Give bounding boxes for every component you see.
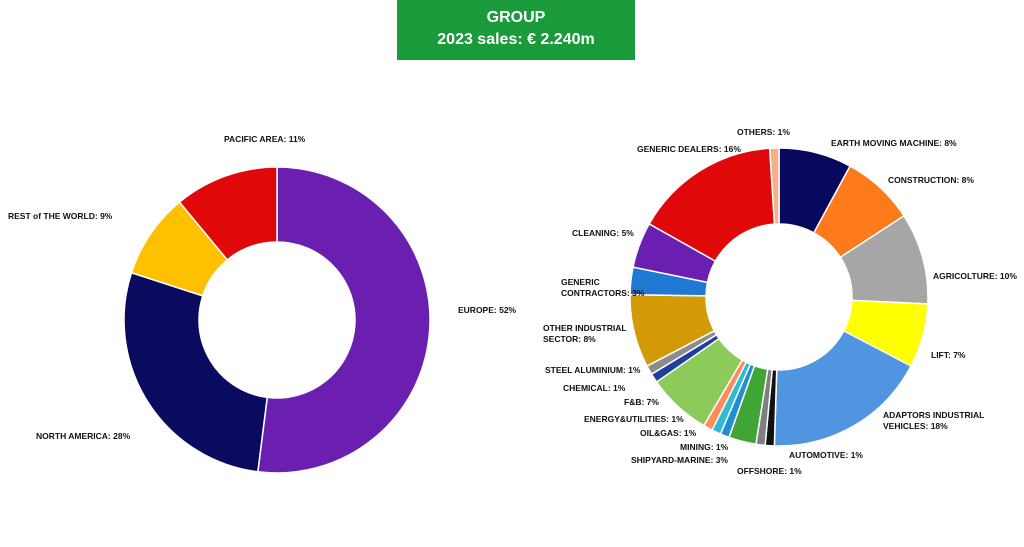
label-shipyard-marine: SHIPYARD-MARINE: 3% <box>631 455 728 465</box>
label-lift: LIFT: 7% <box>931 350 966 360</box>
title-line-2: 2023 sales: € 2.240m <box>437 31 595 48</box>
label-agricolture: AGRICOLTURE: 10% <box>933 271 1017 281</box>
slice-north-america <box>123 271 269 473</box>
label-others: OTHERS: 1% <box>737 127 790 137</box>
slice-adaptors-industrial-vehicles <box>773 329 913 447</box>
donut-chart-regions: EUROPE: 52% NORTH AMERICA: 28% REST of THE… <box>8 134 517 474</box>
slice-pacific-area <box>178 166 278 261</box>
label-generic-dealers: GENERIC DEALERS: 16% <box>637 144 741 154</box>
label-energy-utilities: ENERGY&UTILITIES: 1% <box>584 414 684 424</box>
title-banner: GROUP 2023 sales: € 2.240m <box>397 0 635 60</box>
label-adaptors-industrial-vehicles: ADAPTORS INDUSTRIAL VEHICLES: 18% <box>883 410 984 431</box>
label-other-industrial-sector: OTHER INDUSTRIAL SECTOR: 8% <box>543 323 627 344</box>
label-mining: MINING: 1% <box>680 442 729 452</box>
label-north-america: NORTH AMERICA: 28% <box>36 431 131 441</box>
label-generic-contractors: GENERIC CONTRACTORS: 3% <box>561 277 645 298</box>
label-europe: EUROPE: 52% <box>458 305 517 315</box>
label-construction: CONSTRUCTION: 8% <box>888 175 974 185</box>
label-cleaning: CLEANING: 5% <box>572 228 634 238</box>
slice-europe <box>256 166 431 474</box>
label-oil-gas: OIL&GAS: 1% <box>640 428 697 438</box>
label-steel-aluminium: STEEL ALUMINIUM: 1% <box>545 365 641 375</box>
label-rest-of-the-world: REST of THE WORLD: 9% <box>8 211 113 221</box>
title-line-1: GROUP <box>486 9 546 26</box>
label-offshore: OFFSHORE: 1% <box>737 466 802 476</box>
slice-others <box>768 147 780 225</box>
label-f-b: F&B: 7% <box>624 397 659 407</box>
label-automotive: AUTOMOTIVE: 1% <box>789 450 863 460</box>
donut-chart-sectors: EARTH MOVING MACHINE: 8% CONSTRUCTION: 8%… <box>543 127 1017 476</box>
label-chemical: CHEMICAL: 1% <box>563 383 626 393</box>
label-earth-moving-machine: EARTH MOVING MACHINE: 8% <box>831 138 957 148</box>
label-pacific-area: PACIFIC AREA: 11% <box>224 134 306 144</box>
